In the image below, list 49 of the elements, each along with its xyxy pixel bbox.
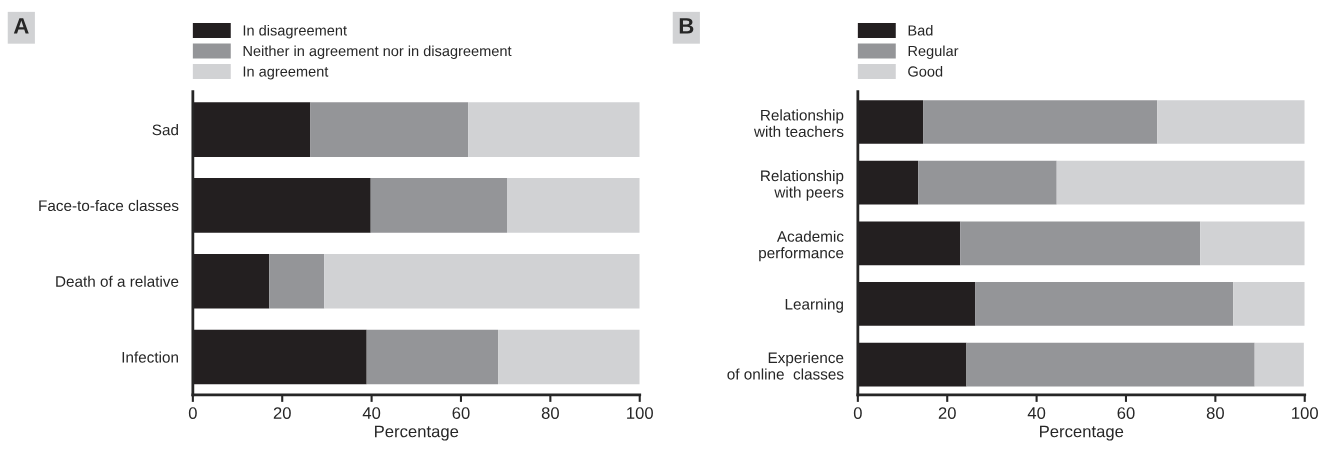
y-tick-label: Infection [122, 351, 178, 363]
bar [269, 253, 325, 309]
y-tick-label: Relationship with peers [761, 170, 844, 201]
y-tick-label: Experience of online classes [727, 351, 844, 380]
bar [324, 253, 640, 309]
bar [366, 329, 499, 385]
chart-title: A [13, 18, 29, 34]
bar [1056, 160, 1305, 205]
bar [1233, 282, 1305, 326]
bar [1200, 221, 1305, 266]
y-tick-label: Academic performance [759, 230, 844, 262]
y-tick-label: Face-to-face classes [39, 199, 179, 212]
chart-title: B [679, 18, 694, 34]
x-tick-label: 100 [1292, 407, 1318, 419]
bar [923, 100, 1158, 144]
legend-label: In disagreement [243, 24, 347, 39]
legend-label: In agreement [243, 66, 329, 80]
legend-label: Regular [908, 45, 959, 60]
x-tick-label: 0 [853, 407, 862, 419]
y-tick-label: Sad [152, 124, 178, 136]
bar [1254, 342, 1304, 387]
y-tick-label: Learning [785, 298, 843, 313]
x-axis-title: Percentage [1040, 425, 1124, 441]
bar [975, 282, 1234, 326]
x-tick-label: 40 [362, 407, 381, 419]
x-tick-label: 80 [541, 407, 559, 419]
bar [370, 178, 508, 233]
bar [966, 342, 1255, 387]
legend-label: Neither in agreement nor in disagreement [243, 45, 512, 60]
x-tick-label: 60 [452, 407, 470, 419]
bar [498, 329, 640, 385]
legend-label: Bad [908, 24, 933, 36]
y-tick-label: Relationship with teachers [753, 109, 844, 138]
legend-label: Good [908, 65, 943, 77]
bar [1157, 100, 1305, 144]
x-tick-label: 20 [938, 407, 956, 419]
x-axis-title: Percentage [375, 425, 459, 441]
x-tick-label: 20 [273, 407, 291, 419]
bar [507, 178, 640, 233]
x-tick-label: 60 [1117, 407, 1135, 419]
bar [918, 160, 1057, 205]
bar [468, 102, 640, 157]
bar [960, 221, 1201, 266]
x-tick-label: 80 [1206, 407, 1224, 419]
bar [310, 102, 469, 157]
x-tick-label: 40 [1027, 407, 1046, 419]
y-tick-label: Death of a relative [56, 275, 179, 287]
x-tick-label: 0 [188, 407, 197, 419]
x-tick-label: 100 [627, 407, 653, 419]
